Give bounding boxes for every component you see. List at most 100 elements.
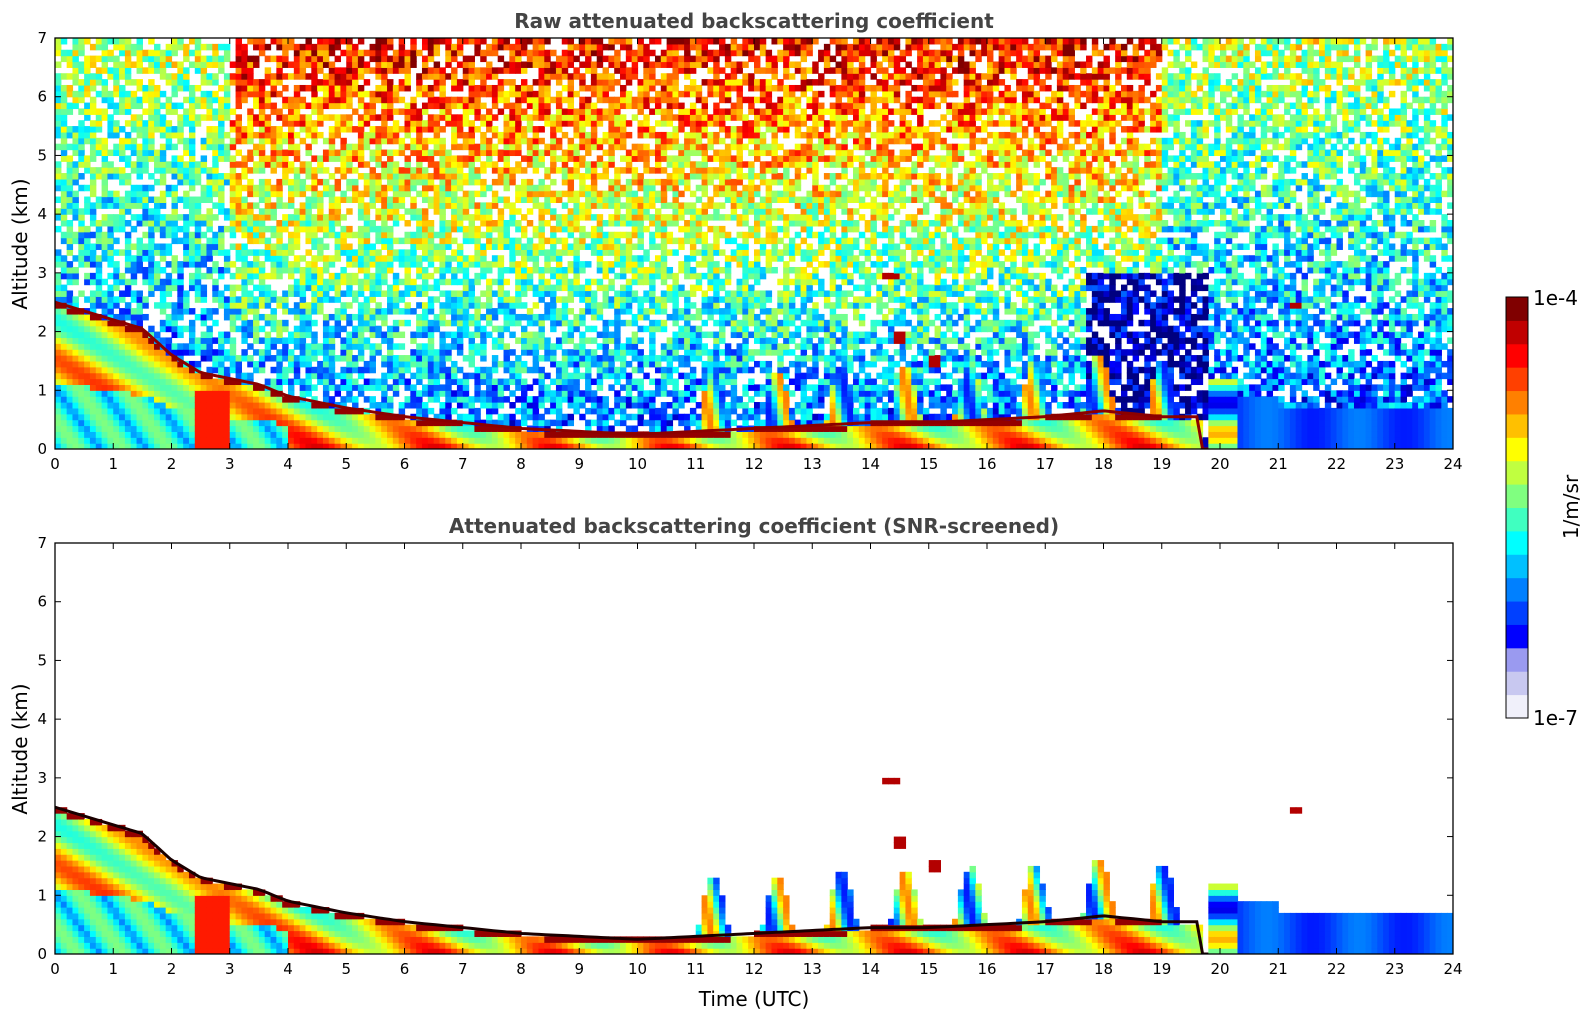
heatmap-cell bbox=[113, 378, 120, 386]
heatmap-cell bbox=[474, 255, 481, 262]
heatmap-cell bbox=[585, 84, 592, 92]
heatmap-cell bbox=[328, 437, 336, 444]
heatmap-cell bbox=[340, 243, 347, 250]
heatmap-cell bbox=[410, 214, 417, 221]
heatmap-cell bbox=[387, 137, 394, 145]
heatmap-cell bbox=[433, 143, 441, 151]
heatmap-cell bbox=[410, 126, 417, 133]
heatmap-cell bbox=[474, 208, 481, 215]
heatmap-cell bbox=[229, 413, 237, 421]
heatmap-cell bbox=[445, 231, 452, 239]
heatmap-cell bbox=[480, 390, 487, 397]
heatmap-cell bbox=[456, 102, 464, 110]
heatmap-cell bbox=[445, 220, 452, 227]
heatmap-cell bbox=[223, 313, 231, 321]
heatmap-cell bbox=[421, 407, 429, 415]
heatmap-cell bbox=[235, 67, 242, 74]
heatmap-cell bbox=[544, 96, 551, 104]
heatmap-cell bbox=[328, 419, 336, 427]
heatmap-cell bbox=[130, 378, 138, 386]
heatmap-cell bbox=[445, 355, 452, 362]
heatmap-cell bbox=[305, 366, 312, 374]
heatmap-cell bbox=[340, 114, 347, 121]
heatmap-cell bbox=[194, 55, 202, 63]
heatmap-cell bbox=[526, 278, 534, 286]
heatmap-cell bbox=[311, 349, 318, 356]
heatmap-cell bbox=[188, 413, 196, 421]
heatmap-cell bbox=[573, 390, 580, 397]
heatmap-cell bbox=[352, 343, 359, 350]
heatmap-cell bbox=[293, 108, 301, 115]
heatmap-cell bbox=[247, 325, 254, 333]
heatmap-cell bbox=[357, 84, 365, 92]
heatmap-cell bbox=[60, 178, 68, 186]
heatmap-cell bbox=[346, 143, 353, 151]
heatmap-cell bbox=[433, 231, 441, 239]
heatmap-cell bbox=[229, 284, 237, 292]
heatmap-cell bbox=[491, 343, 499, 350]
heatmap-cell bbox=[474, 425, 481, 432]
heatmap-cell bbox=[200, 114, 208, 121]
heatmap-cell bbox=[538, 61, 545, 68]
heatmap-cell bbox=[194, 214, 202, 221]
heatmap-cell bbox=[130, 443, 138, 449]
heatmap-cell bbox=[119, 96, 126, 104]
heatmap-cell bbox=[171, 413, 178, 421]
heatmap-cell bbox=[445, 173, 452, 180]
heatmap-cell bbox=[404, 167, 411, 174]
heatmap-cell bbox=[282, 137, 289, 145]
heatmap-cell bbox=[346, 419, 353, 427]
heatmap-cell bbox=[544, 167, 551, 174]
heatmap-cell bbox=[264, 137, 272, 145]
heatmap-cell bbox=[369, 443, 376, 449]
heatmap-cell bbox=[148, 425, 155, 432]
heatmap-cell bbox=[72, 272, 79, 280]
heatmap-cell bbox=[136, 49, 143, 57]
heatmap-cell bbox=[317, 108, 324, 115]
heatmap-cell bbox=[124, 43, 132, 51]
heatmap-cell bbox=[474, 407, 481, 415]
heatmap-cell bbox=[84, 126, 91, 133]
heatmap-cell bbox=[398, 149, 406, 157]
heatmap-cell bbox=[212, 384, 219, 391]
heatmap-cell bbox=[357, 431, 365, 438]
heatmap-cell bbox=[258, 90, 266, 98]
heatmap-cell bbox=[107, 249, 114, 256]
heatmap-cell bbox=[206, 102, 213, 110]
heatmap-cell bbox=[194, 49, 202, 57]
heatmap-cell bbox=[229, 137, 237, 145]
heatmap-cell bbox=[526, 55, 534, 63]
heatmap-cell bbox=[387, 266, 394, 274]
heatmap-cell bbox=[369, 55, 376, 63]
heatmap-cell bbox=[247, 231, 254, 239]
heatmap-cell bbox=[334, 296, 342, 303]
heatmap-cell bbox=[456, 425, 464, 432]
heatmap-cell bbox=[264, 443, 272, 449]
heatmap-cell bbox=[398, 372, 406, 380]
heatmap-cell bbox=[95, 325, 103, 333]
heatmap-cell bbox=[462, 231, 470, 239]
heatmap-cell bbox=[503, 419, 510, 427]
heatmap-cell bbox=[456, 261, 464, 268]
heatmap-cell bbox=[311, 231, 318, 239]
heatmap-cell bbox=[573, 249, 580, 256]
heatmap-cell bbox=[95, 261, 103, 268]
heatmap-cell bbox=[585, 61, 592, 68]
heatmap-cell bbox=[352, 55, 359, 63]
heatmap-cell bbox=[468, 372, 475, 380]
heatmap-cell bbox=[136, 67, 143, 74]
heatmap-cell bbox=[357, 196, 365, 203]
heatmap-cell bbox=[451, 202, 458, 209]
heatmap-cell bbox=[573, 220, 580, 227]
heatmap-cell bbox=[352, 190, 359, 198]
heatmap-cell bbox=[276, 196, 283, 203]
heatmap-cell bbox=[299, 308, 307, 315]
heatmap-cell bbox=[159, 90, 167, 98]
heatmap-cell bbox=[194, 261, 202, 268]
heatmap-cell bbox=[474, 143, 481, 151]
heatmap-cell bbox=[375, 96, 382, 104]
heatmap-cell bbox=[188, 308, 196, 315]
heatmap-cell bbox=[451, 378, 458, 386]
heatmap-cell bbox=[427, 49, 435, 57]
heatmap-cell bbox=[124, 67, 132, 74]
